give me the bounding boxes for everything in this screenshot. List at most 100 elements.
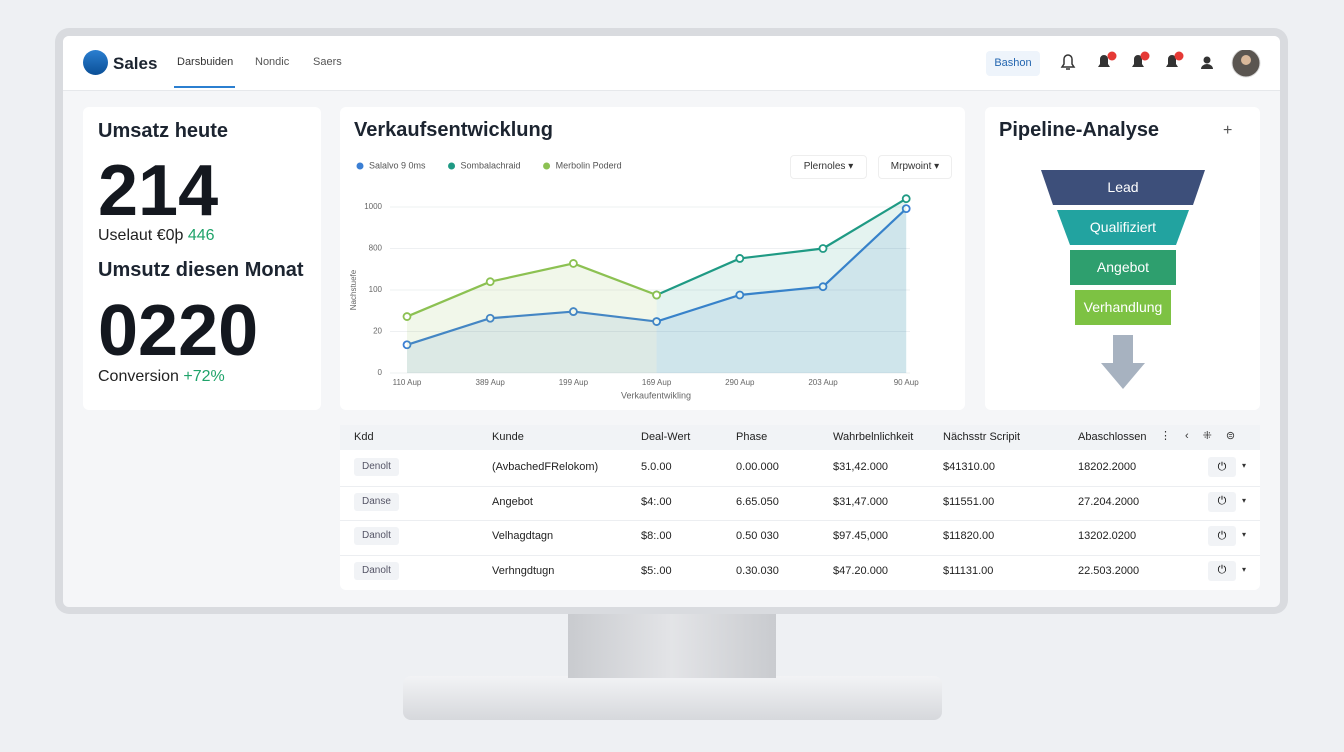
table-cell: $11551.00 (943, 495, 995, 508)
table-cell: 5.0.00 (641, 461, 672, 473)
brand: Sales (113, 54, 158, 73)
table-cell: $31,42.000 (833, 461, 889, 473)
status-chip[interactable]: Danolt (354, 527, 399, 545)
point (485, 277, 495, 287)
table-cell: $31,47.000 (833, 495, 889, 508)
kpi-card: Umsatz heute 214 Uselaut €0þ 446 Umsutz … (83, 107, 321, 410)
table-header-cell: Kunde (492, 431, 524, 443)
table-cell: 22.503.2000 (1078, 564, 1140, 577)
x-tick-label: 110 Aup (393, 378, 422, 387)
kpi-sub-label: Uselaut €0þ (98, 227, 184, 244)
kpi-sub-label: Conversion (98, 368, 179, 385)
badge (1107, 51, 1117, 61)
table-tools[interactable]: ⋮‹⁜⊜ (1160, 430, 1250, 442)
dropdown-label: Plernoles (803, 161, 846, 172)
table-cell: $8:.00 (641, 530, 672, 542)
area (656, 198, 907, 373)
dropdown[interactable]: Mrpwoint ▾ (878, 155, 952, 179)
table-cell: Angebot (492, 495, 533, 508)
line-chart: 0 20 100 800 1000 110 Aup 389 Aup 199 Aup 169 Au… (349, 160, 919, 400)
kpi-title: Umsutz diesen Monat (98, 259, 304, 281)
button[interactable]: Bashon (986, 51, 1040, 76)
legend-label: Sombalachraid (461, 160, 521, 170)
x-axis-label: Verkaufentwikling (621, 390, 691, 400)
logo (83, 50, 108, 75)
point (485, 313, 495, 323)
area (407, 208, 907, 373)
nav-tab[interactable]: Nondic (255, 56, 290, 68)
table-cell: $41310.00 (943, 461, 995, 473)
funnel-stage (1075, 290, 1171, 325)
legend-label: Merbolin Poderd (556, 160, 622, 170)
legend-swatch (356, 162, 364, 170)
table-header-cell: Wahrbelnlichkeit (833, 431, 914, 443)
funnel-arrow (1101, 335, 1145, 389)
dropdown[interactable]: Plernoles ▾ (790, 155, 867, 179)
funnel-label: Lead (1107, 179, 1138, 195)
table-cell: 0.00.000 (736, 461, 779, 473)
nav-tab[interactable]: Darsbuiden (177, 56, 234, 68)
kpi-sub: Conversion +72% (98, 369, 225, 385)
x-tick-label: 389 Aup (476, 378, 506, 387)
point (735, 254, 745, 263)
point (568, 259, 578, 268)
x-tick-label: 169 Aup (642, 378, 672, 387)
x-tick-label: 290 Aup (725, 378, 755, 387)
nav-bar: Sales Darsbuiden Nondic Saers Bashon (63, 36, 1280, 91)
table-cell: 18202.2000 (1078, 461, 1137, 473)
table-header-cell: Deal-Wert (641, 431, 691, 443)
legend-swatch (448, 162, 456, 170)
funnel-stage (1041, 170, 1205, 205)
y-tick-label: 100 (369, 285, 383, 294)
table-cell: $5:.00 (641, 564, 672, 577)
row-action[interactable]: ⏻ (1208, 491, 1236, 512)
row-action[interactable]: ⏻ (1208, 457, 1236, 477)
pipeline-card: Pipeline-Analyse + Lead Qualifiziert Angeb… (985, 107, 1260, 410)
line (406, 262, 657, 318)
table-cell: 0.50 030 (736, 530, 779, 542)
table-cell: 0.30.030 (736, 564, 779, 577)
table-cell: (AvbachedFRelokom) (492, 461, 599, 473)
row-menu[interactable]: ▾ (1242, 461, 1247, 470)
table-cell: $11131.00 (943, 564, 994, 577)
row-menu[interactable]: ▾ (1242, 530, 1247, 539)
legend-swatch (543, 162, 551, 170)
row-menu[interactable]: ▾ (1242, 564, 1247, 574)
screen: Sales Darsbuiden Nondic Saers Bashon Ums (63, 36, 1280, 607)
add-button[interactable]: + (1223, 122, 1233, 139)
chart-title: Verkaufsentwicklung (354, 119, 553, 141)
bell-icon[interactable] (1098, 55, 1110, 67)
kpi-sub: Uselaut €0þ 446 (98, 228, 215, 244)
table-cell: $11820.00 (943, 530, 995, 542)
dropdown-label: Mrpwoint (890, 161, 932, 172)
row-action[interactable]: ⏻ (1208, 560, 1236, 581)
kpi-value: 0220 (98, 291, 259, 371)
y-tick-label: 0 (378, 368, 383, 377)
funnel-label: Verhandlung (1084, 299, 1163, 315)
monitor-neck (568, 612, 776, 678)
table-header-cell: Phase (736, 431, 768, 443)
table-header-cell: Kdd (354, 431, 374, 443)
x-tick-label: 199 Aup (559, 378, 589, 387)
kpi-sub-value: +72% (183, 368, 225, 385)
table-cell: 6.65.050 (736, 495, 779, 508)
status-chip[interactable]: Danolt (354, 561, 399, 580)
bell-icon[interactable] (1060, 54, 1076, 70)
row-menu[interactable]: ▾ (1242, 495, 1247, 505)
table-header (340, 425, 1260, 450)
point (735, 290, 745, 300)
user-icon[interactable] (1203, 56, 1211, 64)
chart-card: Verkaufsentwicklung Plernoles ▾ Mrpwoint… (340, 107, 965, 410)
y-tick-label: 20 (373, 327, 382, 336)
status-chip[interactable]: Danse (354, 492, 399, 511)
point (818, 282, 828, 292)
point (901, 204, 911, 214)
row-action[interactable]: ⏻ (1208, 526, 1236, 546)
nav-tab[interactable]: Saers (313, 56, 342, 68)
table-cell: Verhngdtugn (492, 564, 555, 577)
status-chip[interactable]: Denolt (354, 458, 399, 476)
badge (1174, 51, 1184, 61)
kpi-title: Umsatz heute (98, 120, 229, 142)
x-tick-label: 90 Aup (894, 378, 919, 387)
